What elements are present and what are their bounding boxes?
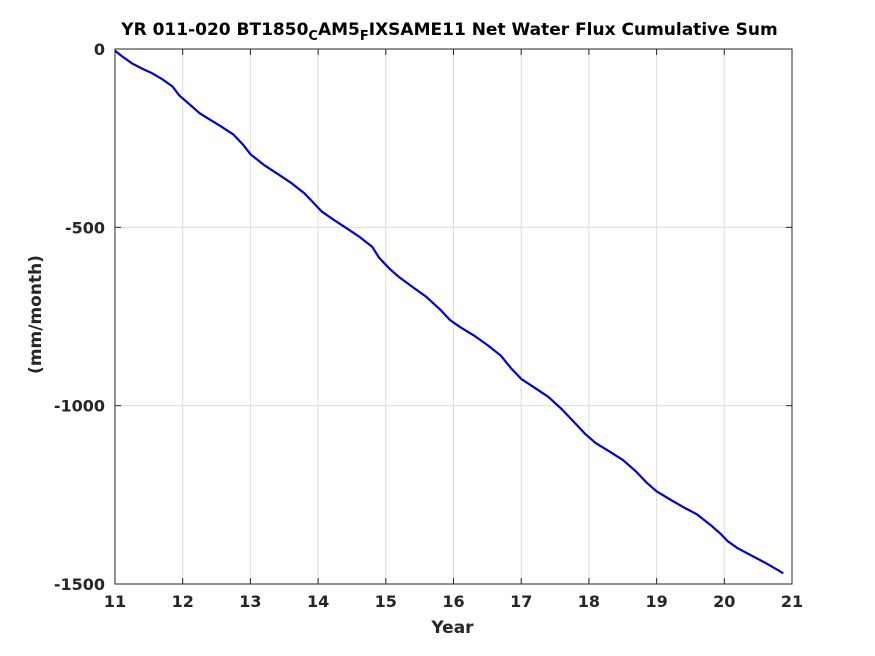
x-tick-label: 13 <box>239 592 261 611</box>
title-text: IXSAME11 Net Water Flux Cumulative Sum <box>369 20 778 40</box>
chart-title: YR 011-020 BT1850CAM5FIXSAME11 Net Water… <box>120 20 777 44</box>
x-tick-label: 14 <box>307 592 329 611</box>
title-text: AM5 <box>318 20 360 40</box>
y-axis-label: (mm/month) <box>26 255 46 374</box>
x-tick-label: 12 <box>172 592 194 611</box>
y-tick-labels: 0 -500 -1000 -1500 <box>54 40 105 594</box>
x-tick-label: 20 <box>713 592 735 611</box>
x-tick-labels: 11 12 13 14 15 16 17 18 19 20 21 <box>104 592 803 611</box>
x-tick-label: 21 <box>781 592 803 611</box>
y-tick-label: -1500 <box>54 575 105 594</box>
x-tick-label: 11 <box>104 592 126 611</box>
x-tick-label: 16 <box>442 592 464 611</box>
title-text: YR 011-020 BT1850 <box>120 20 308 40</box>
title-subscript: C <box>308 29 318 44</box>
grid-lines <box>114 48 793 585</box>
title-subscript: F <box>360 29 369 44</box>
y-tick-label: 0 <box>94 40 105 59</box>
y-tick-label: -1000 <box>54 397 105 416</box>
x-axis-label: Year <box>430 618 474 638</box>
series-layer <box>114 49 784 575</box>
series-line <box>114 49 784 575</box>
x-tick-label: 19 <box>645 592 667 611</box>
x-tick-label: 15 <box>375 592 397 611</box>
y-tick-label: -500 <box>65 218 105 237</box>
x-tick-label: 18 <box>578 592 600 611</box>
x-tick-label: 17 <box>510 592 532 611</box>
tick-marks <box>114 48 793 585</box>
